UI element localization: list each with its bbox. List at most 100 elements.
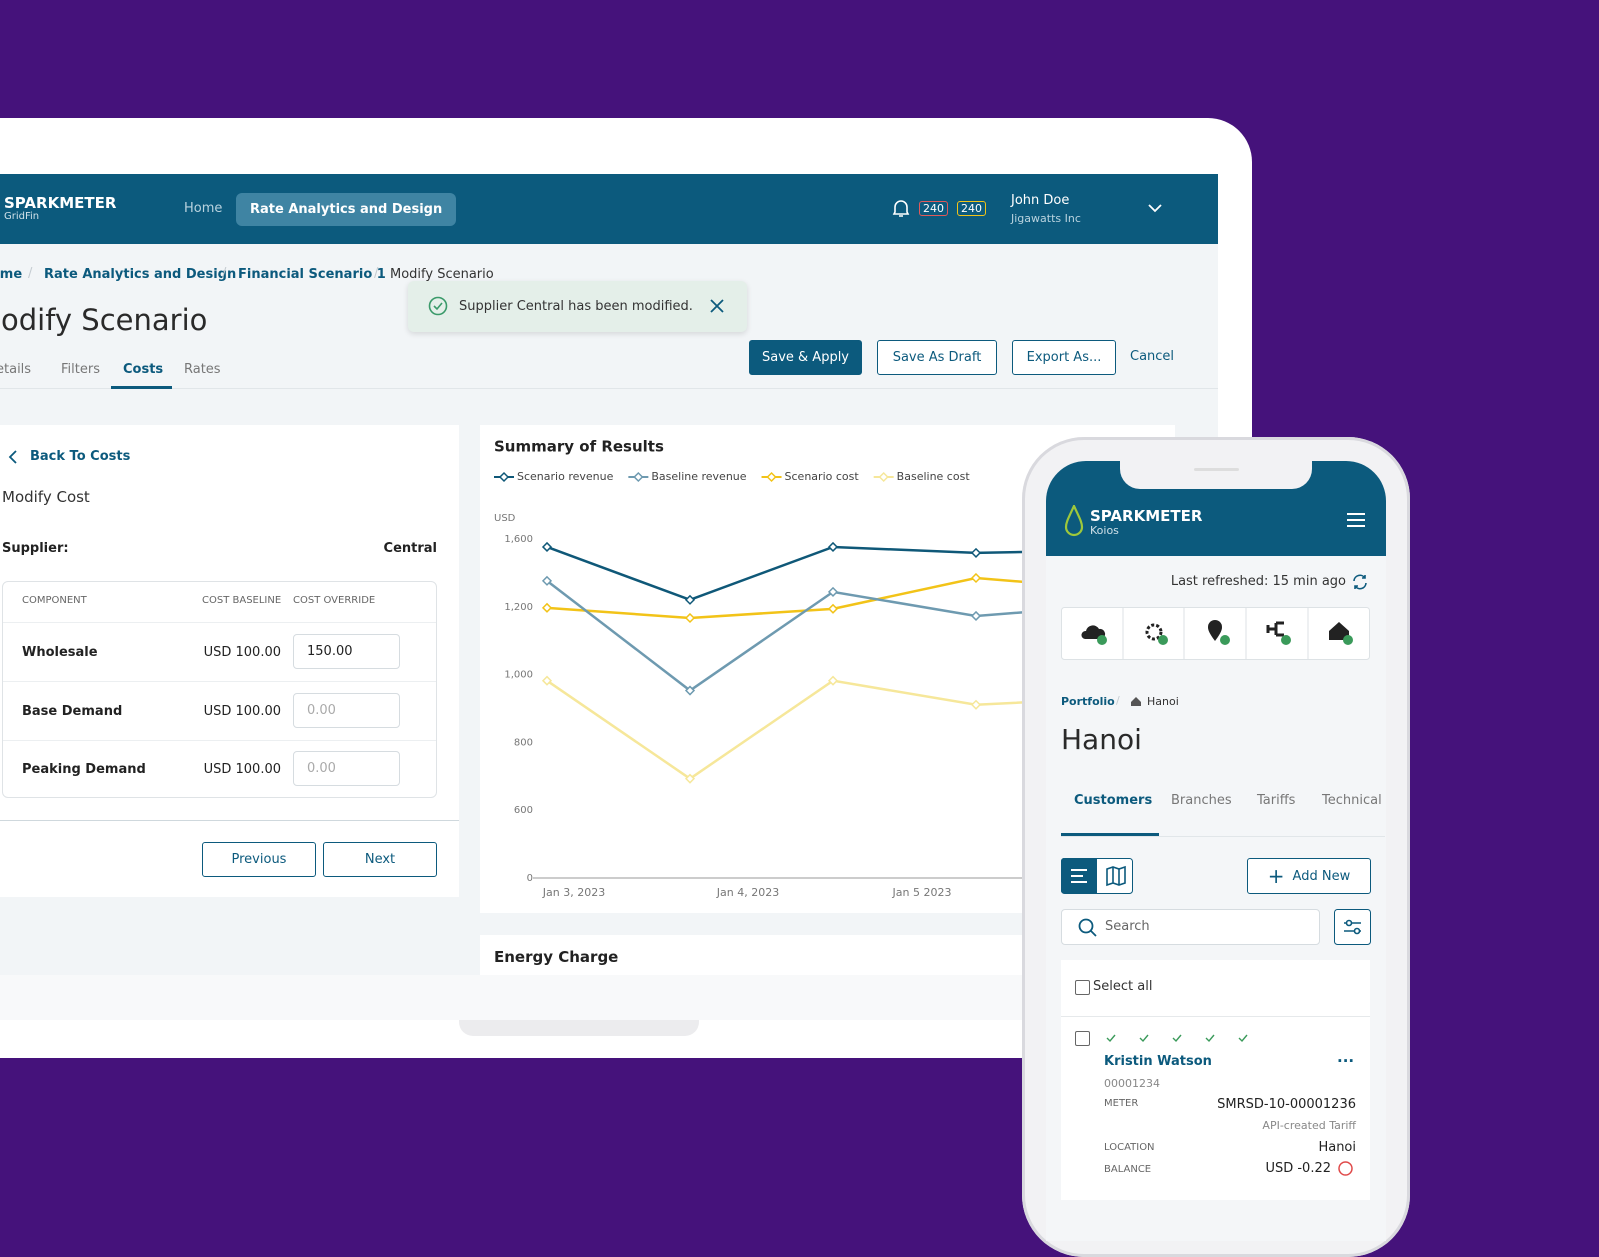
button[interactable]: Save As Draft (877, 340, 997, 375)
nav-link[interactable]: Home (184, 201, 223, 216)
nav-active[interactable]: Rate Analytics and Design (236, 193, 457, 226)
crumb[interactable]: Home (0, 267, 23, 282)
td: Wholesale (22, 645, 98, 660)
point (684, 685, 696, 696)
legend-label: Scenario revenue (517, 470, 614, 483)
view-toggle[interactable] (1061, 858, 1133, 894)
td: USD 100.00 (203, 704, 281, 719)
crumb-sep: / (28, 266, 33, 281)
legend-marker (633, 471, 644, 483)
row-sep (3, 740, 436, 741)
point (684, 594, 696, 605)
x-tick-label: Jan 5 2023 (892, 886, 952, 899)
more[interactable]: ··· (1337, 1052, 1355, 1070)
chevron[interactable] (1148, 203, 1162, 213)
button[interactable]: Previous (202, 842, 316, 877)
status-dot (1281, 635, 1291, 645)
hinge (459, 1020, 699, 1036)
back-link[interactable]: Back To Costs (30, 449, 131, 464)
tab-active[interactable]: Costs (123, 362, 164, 377)
point (827, 586, 839, 597)
tab[interactable]: Rates (184, 362, 221, 377)
button[interactable]: Next (323, 842, 437, 877)
tab[interactable]: Details (0, 362, 32, 377)
point (970, 572, 982, 584)
phone-tab-underline (1061, 833, 1159, 836)
notch (1120, 458, 1312, 489)
brand: SPARKMETER (4, 194, 117, 212)
page-title: Modify Scenario (0, 303, 208, 337)
back-path (8, 450, 17, 464)
phone-tab[interactable]: Branches (1171, 793, 1232, 808)
field-value: USD -0.22 (1265, 1161, 1331, 1176)
button[interactable]: Export As... (1012, 340, 1116, 375)
add-new-text: Add New (1292, 868, 1351, 884)
field-label: LOCATION (1104, 1142, 1155, 1153)
button[interactable]: Save & Apply (749, 340, 862, 375)
crumb-sep: / (1116, 694, 1120, 707)
page: {"laptop":{"brand":"SPARKMETER","brand_s… (0, 118, 1410, 1257)
icon-gear[interactable] (1145, 623, 1163, 641)
point (970, 699, 982, 710)
tab-border (0, 388, 1218, 389)
y-tick-label: 1,600 (504, 534, 533, 545)
status-dot (1343, 635, 1353, 645)
icon-cloud[interactable] (1081, 625, 1106, 639)
crumb-sep: / (222, 266, 227, 281)
checkbox[interactable] (1075, 1031, 1090, 1046)
close-path (710, 299, 724, 313)
y-tick-label: 1,200 (504, 602, 533, 613)
input[interactable]: 0.00 (293, 751, 400, 786)
legend-marker (878, 471, 889, 483)
filter-button[interactable] (1334, 909, 1371, 945)
field-note: API-created Tariff (1262, 1119, 1356, 1132)
field-label: BALANCE (1104, 1164, 1152, 1175)
input[interactable]: 150.00 (293, 634, 400, 669)
phone-tab[interactable]: Technical (1322, 793, 1382, 808)
y-tick-label: 800 (514, 737, 533, 748)
point (970, 547, 982, 558)
menu-icon[interactable] (1347, 513, 1365, 527)
input[interactable]: 0.00 (293, 693, 400, 728)
status-checks (1106, 1034, 1248, 1043)
tab[interactable]: Filters (61, 362, 100, 377)
badge: 240 (957, 201, 986, 216)
cancel[interactable]: Cancel (1130, 349, 1175, 364)
home-path (1131, 697, 1141, 706)
panel-sep (0, 820, 459, 821)
close-icon[interactable] (710, 299, 724, 313)
phone-tab-active[interactable]: Customers (1074, 793, 1153, 808)
icon-home[interactable] (1329, 622, 1349, 640)
crumb[interactable]: Rate Analytics and Design (44, 267, 237, 282)
back-icon[interactable] (8, 450, 18, 464)
user-org: Jigawatts Inc (1011, 212, 1081, 225)
phone-tab[interactable]: Tariffs (1257, 793, 1296, 808)
bell-icon[interactable] (892, 198, 910, 218)
legend-marker (766, 471, 777, 483)
search[interactable]: Search (1061, 909, 1320, 945)
brand-sub: GridFin (4, 211, 40, 222)
toast-text: Supplier Central has been modified. (459, 299, 693, 314)
list-card (1061, 960, 1370, 1200)
icon-branch[interactable] (1266, 621, 1284, 637)
supplier: Central (383, 541, 437, 556)
select-all: Select all (1093, 979, 1153, 994)
phone-crumb[interactable]: Portfolio (1061, 695, 1115, 708)
icon-pin[interactable] (1208, 620, 1222, 641)
customer-name[interactable]: Kristin Watson (1104, 1054, 1212, 1069)
list-sep (1061, 1016, 1370, 1017)
bell (892, 200, 910, 217)
filter-knob (1345, 919, 1353, 927)
check-path (433, 302, 443, 311)
point (684, 612, 696, 624)
point (827, 541, 839, 553)
point (541, 575, 553, 586)
y-tick-label: 0 (527, 873, 533, 884)
crumb[interactable]: Financial Scenario 1 (238, 267, 386, 282)
logo-drop (1064, 505, 1084, 537)
filter-box (1334, 909, 1371, 945)
checkbox[interactable] (1075, 980, 1090, 995)
add-new[interactable]: + Add New (1247, 858, 1371, 894)
refresh-icon[interactable] (1352, 574, 1368, 590)
point (827, 675, 839, 686)
